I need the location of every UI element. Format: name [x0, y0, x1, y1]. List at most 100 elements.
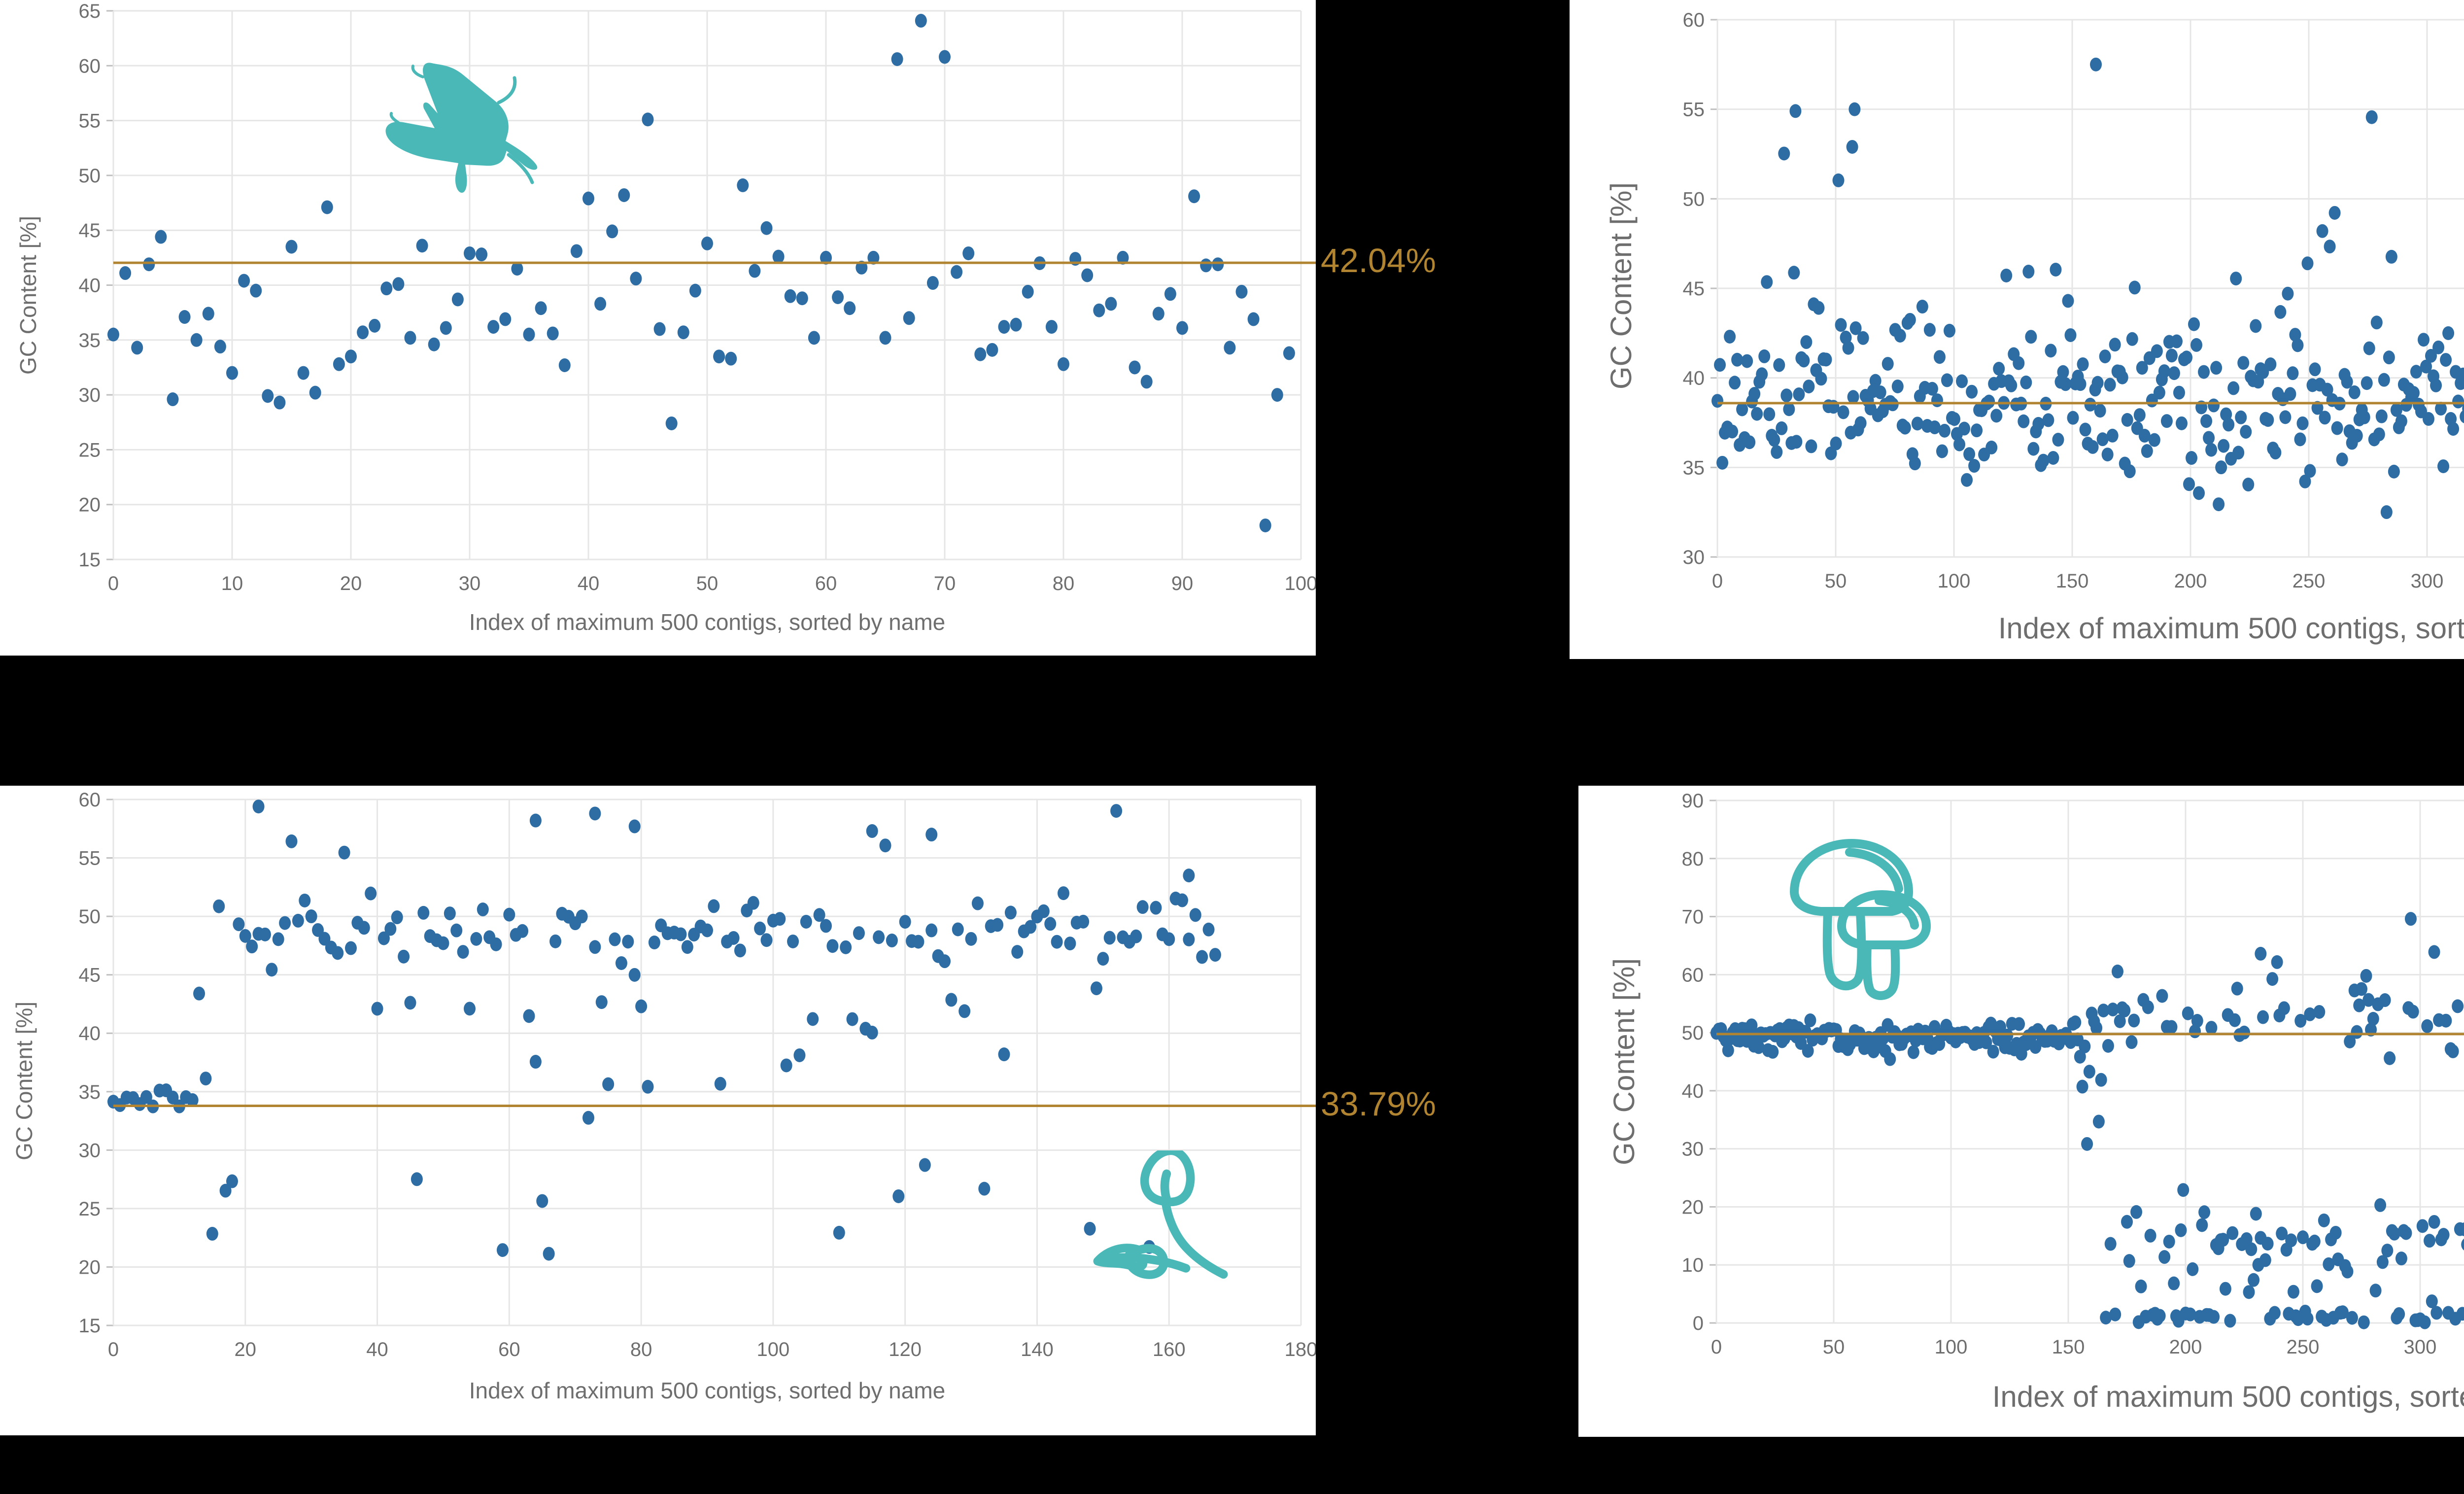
data-point: [365, 886, 377, 901]
data-point: [609, 932, 621, 946]
data-point: [2133, 408, 2146, 422]
data-point: [1938, 423, 1951, 438]
data-point: [1949, 412, 1961, 426]
data-point: [1813, 301, 1825, 315]
data-point: [299, 893, 311, 907]
data-point: [1271, 388, 1283, 402]
data-point: [2292, 338, 2304, 352]
y-axis-title: GC Content [%]: [15, 215, 41, 375]
data-point: [2442, 326, 2455, 340]
data-point: [892, 1189, 905, 1203]
data-point: [2119, 1004, 2131, 1018]
data-point: [470, 932, 482, 946]
data-point: [2042, 413, 2054, 427]
data-point: [606, 224, 618, 239]
data-point: [2230, 272, 2242, 286]
data-point: [2289, 328, 2301, 342]
data-point: [2096, 432, 2109, 447]
data-point: [2276, 1226, 2288, 1241]
x-axis-tick-label: 250: [2293, 570, 2326, 592]
data-point: [1771, 445, 1783, 459]
data-point: [1726, 424, 1739, 439]
data-point: [856, 260, 868, 275]
data-point: [2287, 1285, 2299, 1299]
data-point: [1045, 320, 1058, 334]
data-point: [589, 806, 601, 821]
x-axis-tick-label: 50: [1825, 570, 1847, 592]
data-point: [2425, 348, 2437, 363]
data-point: [2240, 1232, 2253, 1246]
data-point: [879, 331, 891, 345]
data-point: [1090, 981, 1102, 996]
data-point: [1891, 379, 1904, 393]
data-point: [1724, 329, 1736, 344]
data-point: [499, 312, 512, 326]
data-point: [2160, 414, 2173, 428]
data-point: [2205, 1021, 2218, 1035]
data-point: [2000, 268, 2013, 282]
x-axis-tick-label: 200: [2169, 1336, 2202, 1358]
data-point: [2102, 1039, 2114, 1053]
data-point: [2203, 431, 2215, 445]
data-point: [681, 940, 693, 954]
data-point: [2111, 964, 2123, 978]
data-point: [1084, 1221, 1096, 1236]
data-point: [2237, 356, 2250, 370]
data-point: [2184, 1307, 2196, 1321]
data-point: [2420, 359, 2432, 374]
data-point: [1010, 317, 1022, 332]
data-point: [155, 230, 167, 244]
data-point: [2243, 1285, 2255, 1299]
data-point: [2430, 378, 2442, 392]
data-point: [333, 357, 345, 371]
data-point: [570, 244, 582, 258]
data-point: [2356, 982, 2367, 996]
data-point: [2250, 1207, 2262, 1221]
data-point: [2369, 1284, 2382, 1298]
data-point: [951, 265, 963, 279]
chart-panel-insect: 15 20 25 30 35 40 45 50 55 60 65 0 10 20 30 40 50 60 70 80 9…: [0, 0, 1316, 656]
data-point: [2121, 1215, 2133, 1229]
x-axis-tick-label: 100: [757, 1339, 790, 1360]
x-axis-tick-label: 250: [2287, 1336, 2320, 1358]
data-point: [259, 927, 271, 941]
data-point: [2360, 969, 2372, 983]
data-point: [2309, 362, 2321, 377]
data-point: [2261, 1237, 2274, 1251]
data-point: [2050, 263, 2062, 277]
data-point: [391, 910, 403, 925]
data-point: [167, 392, 179, 407]
data-point: [398, 949, 410, 964]
data-point: [820, 919, 832, 933]
data-point: [952, 922, 964, 937]
data-point: [689, 283, 701, 298]
data-point: [1176, 321, 1188, 335]
chart-panel-rodent: 3035404550556005010015020025030035040045…: [1570, 0, 2464, 659]
data-point: [2121, 413, 2133, 427]
data-point: [2294, 1013, 2307, 1028]
data-point: [582, 1111, 594, 1125]
data-point: [2341, 1264, 2354, 1279]
data-point: [813, 908, 825, 922]
data-point: [2462, 403, 2464, 414]
data-point: [2297, 1230, 2309, 1245]
data-point: [1188, 189, 1200, 204]
data-point: [2175, 1223, 2187, 1237]
data-point: [2388, 1226, 2400, 1241]
data-point: [2400, 1226, 2412, 1240]
data-point: [2126, 332, 2138, 346]
data-point: [2393, 1307, 2405, 1321]
data-point: [1805, 439, 1817, 453]
x-axis-tick-label: 300: [2411, 570, 2444, 592]
data-point: [1943, 323, 1955, 338]
data-point: [1803, 380, 1815, 394]
data-point: [464, 1002, 476, 1016]
x-axis-tick-label: 180: [1285, 1339, 1316, 1360]
y-axis-tick-label: 80: [1682, 848, 1704, 870]
data-point: [2313, 1005, 2326, 1019]
data-point: [1994, 1020, 2006, 1034]
data-point: [1820, 352, 1832, 367]
data-point: [2285, 1233, 2297, 1248]
data-point: [190, 333, 203, 347]
data-point: [332, 946, 344, 960]
